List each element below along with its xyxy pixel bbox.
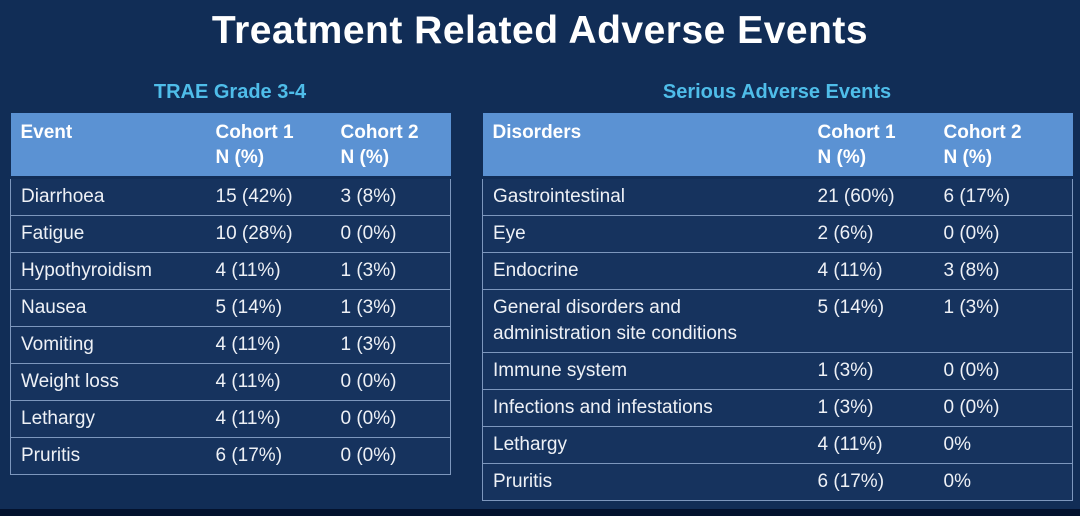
cohort2-cell: 0 (0%) xyxy=(330,437,451,475)
column-title: Cohort 1 xyxy=(817,122,896,143)
cohort2-cell: 0% xyxy=(933,463,1073,501)
cohort1-cell: 4 (11%) xyxy=(807,252,934,290)
column-header-disorders: Disorders xyxy=(482,113,808,179)
table-row: Vomiting 4 (11%) 1 (3%) xyxy=(10,326,451,364)
table-row: Gastrointestinal 21 (60%) 6 (17%) xyxy=(482,177,1073,216)
column-subtitle: N (%) xyxy=(943,147,993,168)
event-cell: Nausea xyxy=(10,289,206,327)
cohort1-cell: 5 (14%) xyxy=(205,289,331,327)
cohort1-cell: 15 (42%) xyxy=(205,177,331,216)
serious-adverse-events-section: Serious Adverse Events Disorders Cohort … xyxy=(482,59,1073,501)
disorder-cell: Pruritis xyxy=(482,463,808,501)
trae-grade-3-4-section: TRAE Grade 3-4 Event Cohort 1 N (%) Coho… xyxy=(10,59,451,501)
cohort2-cell: 3 (8%) xyxy=(330,177,451,216)
cohort2-cell: 1 (3%) xyxy=(330,289,451,327)
cohort1-cell: 2 (6%) xyxy=(807,215,934,253)
slide-title: Treatment Related Adverse Events xyxy=(211,9,869,52)
sae-table-subtitle: Serious Adverse Events xyxy=(662,81,892,103)
trae-table: Event Cohort 1 N (%) Cohort 2 N (%) Diar… xyxy=(10,113,451,475)
table-row: Endocrine 4 (11%) 3 (8%) xyxy=(482,252,1073,290)
trae-table-body: Diarrhoea 15 (42%) 3 (8%) Fatigue 10 (28… xyxy=(10,177,451,475)
disorder-cell: Immune system xyxy=(482,352,808,390)
table-row: Nausea 5 (14%) 1 (3%) xyxy=(10,289,451,327)
cohort1-cell: 5 (14%) xyxy=(807,289,934,353)
event-cell: Lethargy xyxy=(10,400,206,438)
column-header-cohort2: Cohort 2 N (%) xyxy=(933,113,1073,179)
sae-table-header: Disorders Cohort 1 N (%) Cohort 2 N (%) xyxy=(482,113,1073,179)
disorder-cell: Lethargy xyxy=(482,426,808,464)
cohort1-cell: 6 (17%) xyxy=(205,437,331,475)
event-cell: Weight loss xyxy=(10,363,206,401)
column-title: Cohort 1 xyxy=(215,122,294,143)
column-header-event: Event xyxy=(10,113,206,179)
event-cell: Hypothyroidism xyxy=(10,252,206,290)
disorder-cell: Endocrine xyxy=(482,252,808,290)
table-row: Immune system 1 (3%) 0 (0%) xyxy=(482,352,1073,390)
cohort2-cell: 3 (8%) xyxy=(933,252,1073,290)
column-subtitle: N (%) xyxy=(340,147,390,168)
header-row: Disorders Cohort 1 N (%) Cohort 2 N (%) xyxy=(482,113,1073,179)
table-row: Pruritis 6 (17%) 0 (0%) xyxy=(10,437,451,475)
trae-table-subtitle: TRAE Grade 3-4 xyxy=(153,81,307,103)
cohort2-cell: 0 (0%) xyxy=(330,363,451,401)
cohort2-cell: 0 (0%) xyxy=(330,215,451,253)
column-subtitle: N (%) xyxy=(215,147,265,168)
column-title: Disorders xyxy=(492,122,582,143)
table-row: Lethargy 4 (11%) 0% xyxy=(482,426,1073,464)
cohort2-cell: 1 (3%) xyxy=(330,326,451,364)
column-title: Cohort 2 xyxy=(340,122,419,143)
event-cell: Pruritis xyxy=(10,437,206,475)
column-header-cohort1: Cohort 1 N (%) xyxy=(807,113,934,179)
cohort1-cell: 21 (60%) xyxy=(807,177,934,216)
cohort1-cell: 4 (11%) xyxy=(807,426,934,464)
column-header-cohort1: Cohort 1 N (%) xyxy=(205,113,331,179)
disorder-cell: Infections and infestations xyxy=(482,389,808,427)
cohort1-cell: 6 (17%) xyxy=(807,463,934,501)
slide-bottom-edge xyxy=(0,509,1080,516)
cohort1-cell: 4 (11%) xyxy=(205,400,331,438)
sae-table-body: Gastrointestinal 21 (60%) 6 (17%) Eye 2 … xyxy=(482,177,1073,501)
cohort2-cell: 0 (0%) xyxy=(933,215,1073,253)
cohort2-cell: 1 (3%) xyxy=(330,252,451,290)
cohort2-cell: 1 (3%) xyxy=(933,289,1073,353)
table-row: Fatigue 10 (28%) 0 (0%) xyxy=(10,215,451,253)
column-title: Event xyxy=(20,122,73,143)
table-row: Weight loss 4 (11%) 0 (0%) xyxy=(10,363,451,401)
cohort2-cell: 6 (17%) xyxy=(933,177,1073,216)
cohort2-cell: 0 (0%) xyxy=(933,352,1073,390)
cohort1-cell: 10 (28%) xyxy=(205,215,331,253)
cohort2-cell: 0 (0%) xyxy=(933,389,1073,427)
disorder-cell: Gastrointestinal xyxy=(482,177,808,216)
event-cell: Vomiting xyxy=(10,326,206,364)
tables-container: TRAE Grade 3-4 Event Cohort 1 N (%) Coho… xyxy=(0,59,1080,501)
cohort1-cell: 1 (3%) xyxy=(807,389,934,427)
table-row: General disorders and administration sit… xyxy=(482,289,1073,353)
cohort2-cell: 0 (0%) xyxy=(330,400,451,438)
column-title: Cohort 2 xyxy=(943,122,1022,143)
cohort1-cell: 4 (11%) xyxy=(205,363,331,401)
cohort2-cell: 0% xyxy=(933,426,1073,464)
table-row: Lethargy 4 (11%) 0 (0%) xyxy=(10,400,451,438)
column-subtitle: N (%) xyxy=(817,147,867,168)
table-row: Diarrhoea 15 (42%) 3 (8%) xyxy=(10,177,451,216)
cohort1-cell: 1 (3%) xyxy=(807,352,934,390)
table-row: Hypothyroidism 4 (11%) 1 (3%) xyxy=(10,252,451,290)
sae-table: Disorders Cohort 1 N (%) Cohort 2 N (%) … xyxy=(482,113,1073,501)
table-row: Eye 2 (6%) 0 (0%) xyxy=(482,215,1073,253)
event-cell: Fatigue xyxy=(10,215,206,253)
disorder-cell: Eye xyxy=(482,215,808,253)
column-header-cohort2: Cohort 2 N (%) xyxy=(330,113,451,179)
trae-table-header: Event Cohort 1 N (%) Cohort 2 N (%) xyxy=(10,113,451,179)
event-cell: Diarrhoea xyxy=(10,177,206,216)
cohort1-cell: 4 (11%) xyxy=(205,252,331,290)
table-row: Infections and infestations 1 (3%) 0 (0%… xyxy=(482,389,1073,427)
cohort1-cell: 4 (11%) xyxy=(205,326,331,364)
disorder-cell: General disorders and administration sit… xyxy=(482,289,808,353)
header-row: Event Cohort 1 N (%) Cohort 2 N (%) xyxy=(10,113,451,179)
table-row: Pruritis 6 (17%) 0% xyxy=(482,463,1073,501)
